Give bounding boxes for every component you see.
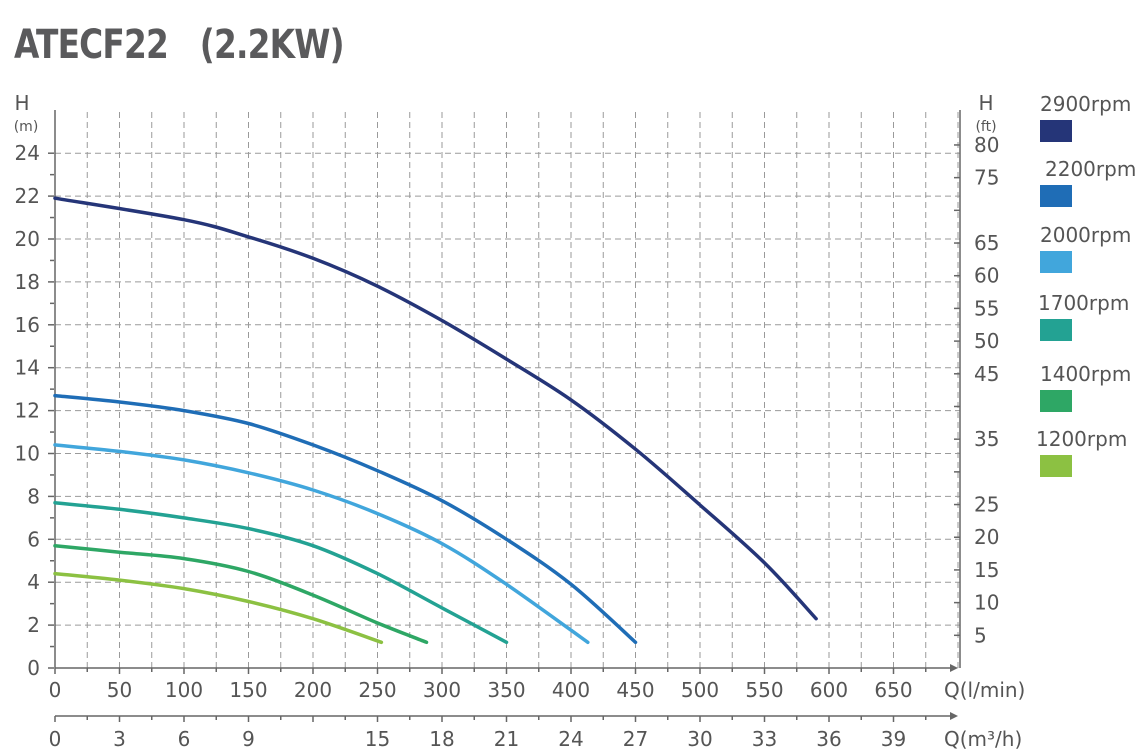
left-tick-label: 4 (27, 570, 40, 594)
left-tick-label: 14 (15, 356, 40, 380)
x2-axis-arrow (950, 712, 958, 720)
x-tick-label: 300 (423, 678, 461, 702)
x-axis-label: Q(l/min) (944, 678, 1025, 702)
legend-item-2900rpm: 2900rpm (1040, 92, 1131, 142)
right-tick-label: 15 (974, 558, 999, 582)
right-tick-label: 10 (974, 591, 999, 615)
left-tick-label: 20 (15, 227, 40, 251)
right-tick-label: 35 (974, 427, 999, 451)
series-line-2000rpm (53, 443, 590, 645)
x-tick-label: 400 (552, 678, 590, 702)
left-tick-label: 18 (15, 270, 40, 294)
x2-tick-label: 27 (623, 727, 648, 751)
x2-axis-label: Q(m³/h) (944, 727, 1022, 751)
left-tick-label: 8 (27, 484, 40, 508)
right-tick-label: 75 (974, 166, 999, 190)
x2-tick-label: 0 (49, 727, 62, 751)
legend-label: 1400rpm (1040, 362, 1132, 386)
right-axis-unit: (ft) (975, 119, 996, 135)
left-tick-label: 22 (15, 184, 40, 208)
x2-tick-label: 6 (178, 727, 191, 751)
x-tick-label: 550 (745, 678, 783, 702)
legend-label: 2200rpm (1045, 157, 1137, 181)
series-line-2200rpm (53, 393, 638, 645)
axis-labels: H(m)024681012141618202224H(ft)5101520253… (14, 91, 1026, 751)
x2-tick-label: 33 (752, 727, 777, 751)
legend-item-2200rpm: 2200rpm (1040, 157, 1137, 207)
left-tick-label: 2 (27, 613, 40, 637)
right-tick-label: 45 (974, 362, 999, 386)
legend-swatch (1040, 185, 1072, 207)
x-tick-label: 650 (874, 678, 912, 702)
left-tick-label: 12 (15, 399, 40, 423)
right-tick-label: 65 (974, 231, 999, 255)
x2-tick-label: 36 (816, 727, 841, 751)
legend-label: 2000rpm (1040, 223, 1132, 247)
series-lines (53, 196, 818, 645)
legend-swatch (1040, 455, 1072, 477)
x-tick-label: 150 (229, 678, 267, 702)
right-tick-label: 50 (974, 329, 999, 353)
legend-item-1700rpm: 1700rpm (1038, 291, 1129, 341)
x2-tick-label: 24 (558, 727, 583, 751)
x-tick-label: 0 (49, 678, 62, 702)
legend-label: 1200rpm (1036, 427, 1128, 451)
right-tick-label: 25 (974, 493, 999, 517)
left-tick-label: 0 (27, 656, 40, 680)
legend-swatch (1040, 319, 1072, 341)
series-line-1700rpm (53, 501, 509, 645)
legend-item-1400rpm: 1400rpm (1040, 362, 1131, 412)
right-tick-label: 60 (974, 264, 999, 288)
x2-tick-label: 30 (687, 727, 712, 751)
left-tick-label: 6 (27, 527, 40, 551)
left-tick-label: 16 (15, 313, 40, 337)
right-tick-label: 5 (974, 623, 987, 647)
x-tick-label: 600 (810, 678, 848, 702)
legend-item-1200rpm: 1200rpm (1036, 427, 1127, 477)
x2-tick-label: 3 (113, 727, 126, 751)
legend-label: 2900rpm (1040, 92, 1132, 116)
x-tick-label: 350 (487, 678, 525, 702)
x-tick-label: 100 (165, 678, 203, 702)
x-tick-label: 500 (681, 678, 719, 702)
x2-tick-label: 15 (365, 727, 390, 751)
legend-swatch (1040, 251, 1072, 273)
chart-title: ATECF22 (2.2KW) (14, 22, 345, 68)
x2-tick-label: 18 (429, 727, 454, 751)
x-tick-label: 250 (358, 678, 396, 702)
x2-tick-label: 9 (242, 727, 255, 751)
legend-swatch (1040, 390, 1072, 412)
x-tick-label: 200 (294, 678, 332, 702)
legend-swatch (1040, 120, 1072, 142)
axes (48, 110, 961, 722)
legend-item-2000rpm: 2000rpm (1040, 223, 1131, 273)
series-line-1400rpm (53, 543, 429, 645)
right-tick-label: 80 (974, 133, 999, 157)
right-tick-label: 55 (974, 296, 999, 320)
right-tick-label: 20 (974, 525, 999, 549)
x2-tick-label: 39 (881, 727, 906, 751)
left-tick-label: 24 (15, 141, 40, 165)
x-tick-label: 450 (616, 678, 654, 702)
x-tick-label: 50 (107, 678, 132, 702)
left-axis-label: H (14, 91, 29, 115)
x-axis-arrow (950, 664, 958, 672)
left-axis-unit: (m) (14, 119, 39, 135)
series-line-1200rpm (53, 571, 384, 645)
series-line-2900rpm (53, 196, 818, 621)
x2-tick-label: 21 (494, 727, 519, 751)
right-axis-label: H (978, 91, 993, 115)
legend-label: 1700rpm (1038, 291, 1130, 315)
left-tick-label: 10 (15, 442, 40, 466)
